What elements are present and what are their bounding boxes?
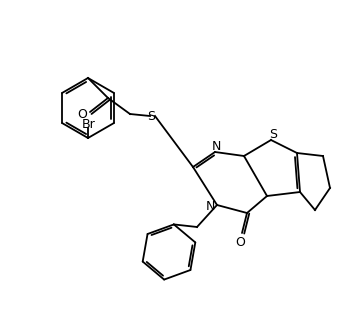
Text: O: O xyxy=(235,236,245,249)
Text: N: N xyxy=(205,201,215,214)
Text: O: O xyxy=(77,108,87,121)
Text: S: S xyxy=(269,127,277,140)
Text: N: N xyxy=(211,140,221,153)
Text: S: S xyxy=(147,109,155,122)
Text: Br: Br xyxy=(82,117,96,131)
